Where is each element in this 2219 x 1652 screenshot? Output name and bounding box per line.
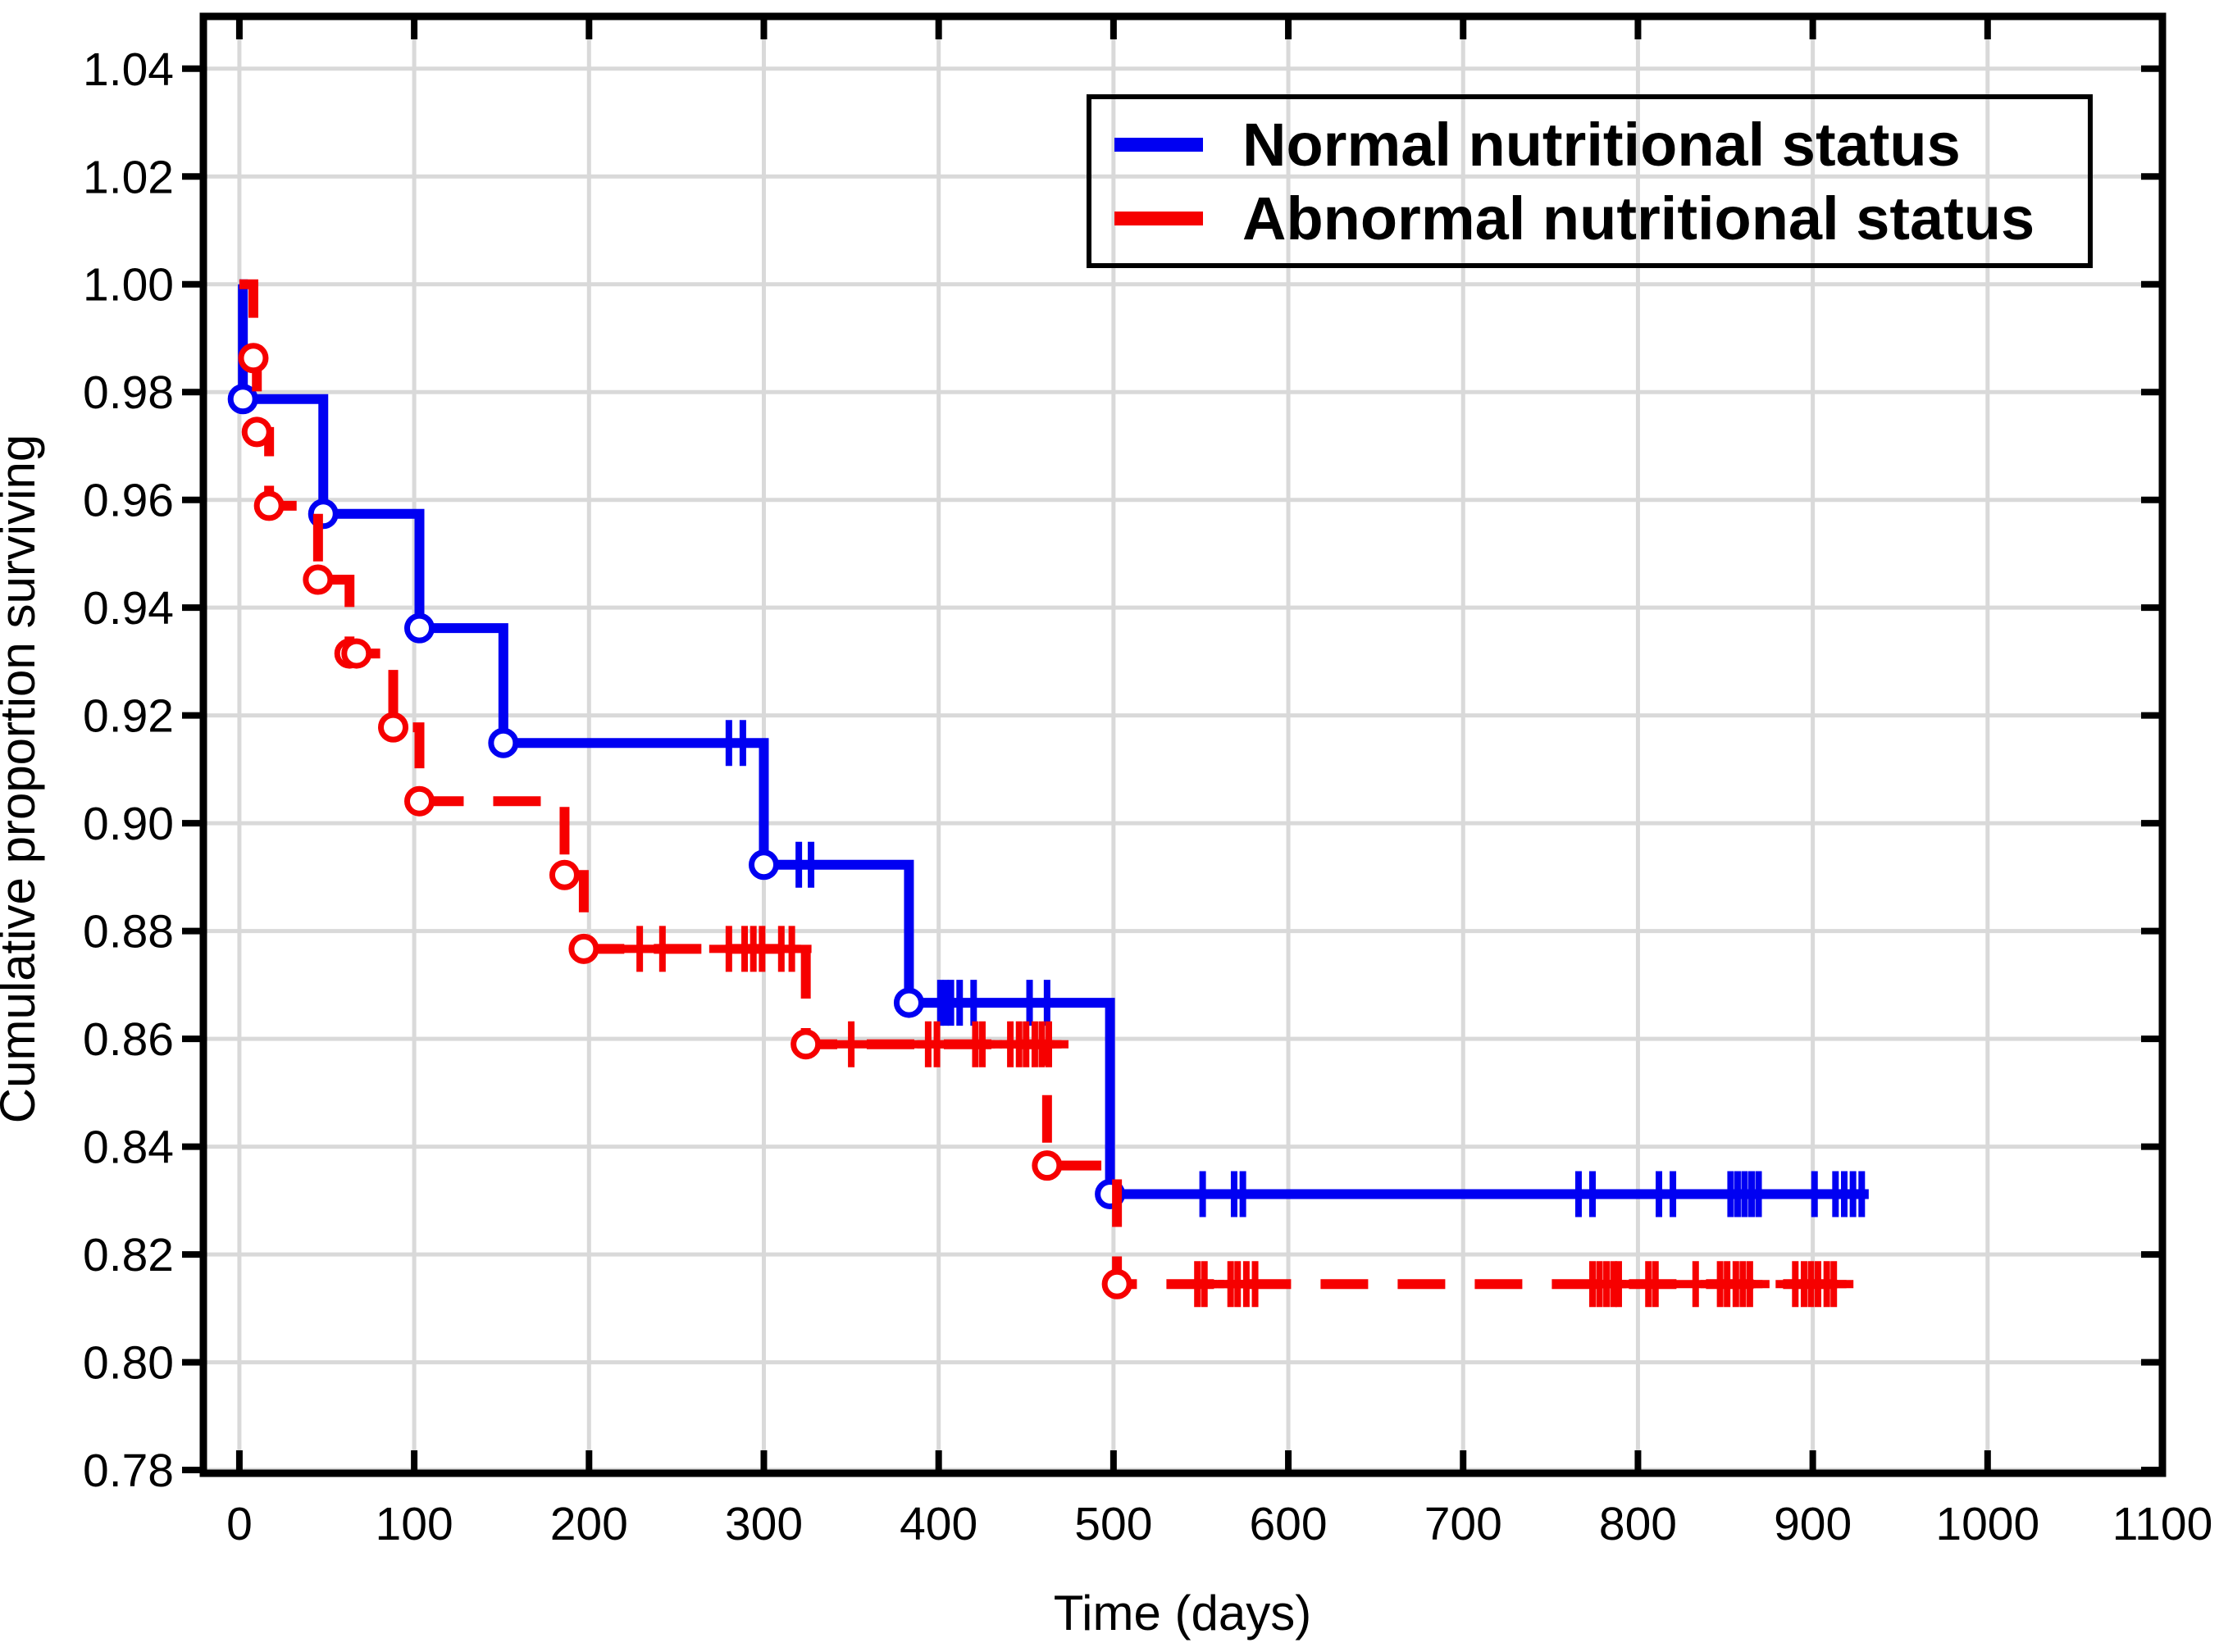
y-tick-label: 0.78 <box>83 1445 174 1497</box>
y-tick-label: 1.00 <box>83 259 174 312</box>
y-tick-label: 0.82 <box>83 1229 174 1281</box>
y-tick-label: 0.80 <box>83 1337 174 1390</box>
event-marker <box>1032 1150 1063 1181</box>
x-tick-label: 300 <box>725 1498 803 1550</box>
series-line <box>238 279 1869 1199</box>
plot-border <box>199 12 2167 1477</box>
x-tick-label: 100 <box>376 1498 453 1550</box>
event-marker <box>549 859 580 890</box>
event-marker <box>791 1029 822 1060</box>
event-marker <box>227 384 258 415</box>
x-tick-label: 600 <box>1249 1498 1327 1550</box>
y-tick-label: 1.02 <box>83 151 174 203</box>
y-tick-label: 0.94 <box>83 582 174 635</box>
legend-swatch-normal-line <box>1114 137 1203 152</box>
event-marker <box>404 612 435 644</box>
y-tick-label: 0.86 <box>83 1013 174 1066</box>
event-marker <box>241 416 272 448</box>
event-marker <box>341 638 372 669</box>
legend-label: Abnormal nutritional status <box>1242 184 2035 253</box>
event-marker <box>404 785 435 817</box>
event-marker <box>303 564 334 595</box>
x-tick-label: 900 <box>1774 1498 1852 1550</box>
y-tick-label: 0.92 <box>83 690 174 743</box>
x-tick-label: 200 <box>550 1498 628 1550</box>
event-marker <box>568 933 599 964</box>
event-marker <box>488 727 519 758</box>
y-tick-label: 0.88 <box>83 906 174 958</box>
event-marker <box>1101 1268 1132 1299</box>
series-layer <box>227 279 1869 1308</box>
legend-entry-normal: Normal nutritional status <box>1091 107 2088 181</box>
x-tick-label: 1000 <box>1935 1498 2039 1550</box>
x-tick-label: 500 <box>1074 1498 1152 1550</box>
y-tick-label: 0.98 <box>83 366 174 419</box>
event-marker <box>378 712 409 743</box>
x-tick-label: 800 <box>1599 1498 1677 1550</box>
y-axis-title: Cumulative proportion surviving <box>0 435 45 1123</box>
event-marker <box>253 490 285 521</box>
x-axis-title: Time (days) <box>1054 1586 1311 1641</box>
y-tick-label: 1.04 <box>83 43 174 96</box>
axis-layer: 0 100 200 300 400 500 600 700 800 900 1000 1100 0.78… <box>83 12 2213 1550</box>
event-marker <box>893 987 924 1018</box>
legend-entry-abnormal: Abnormal nutritional status <box>1091 181 2088 255</box>
x-tick-label: 400 <box>900 1498 977 1550</box>
legend: Normal nutritional status Abnormal nutri… <box>1087 94 2093 268</box>
y-tick-label: 0.84 <box>83 1122 174 1174</box>
x-tick-label: 700 <box>1424 1498 1502 1550</box>
series-line <box>239 279 1843 1290</box>
x-tick-label: 0 <box>226 1498 253 1550</box>
y-tick-label: 0.90 <box>83 798 174 850</box>
legend-label: Normal nutritional status <box>1242 110 1961 179</box>
event-marker <box>238 343 269 374</box>
x-tick-label: 1100 <box>2112 1498 2213 1550</box>
legend-swatch-abnormal-line <box>1114 211 1203 225</box>
event-marker <box>748 849 779 881</box>
y-tick-label: 0.96 <box>83 475 174 527</box>
